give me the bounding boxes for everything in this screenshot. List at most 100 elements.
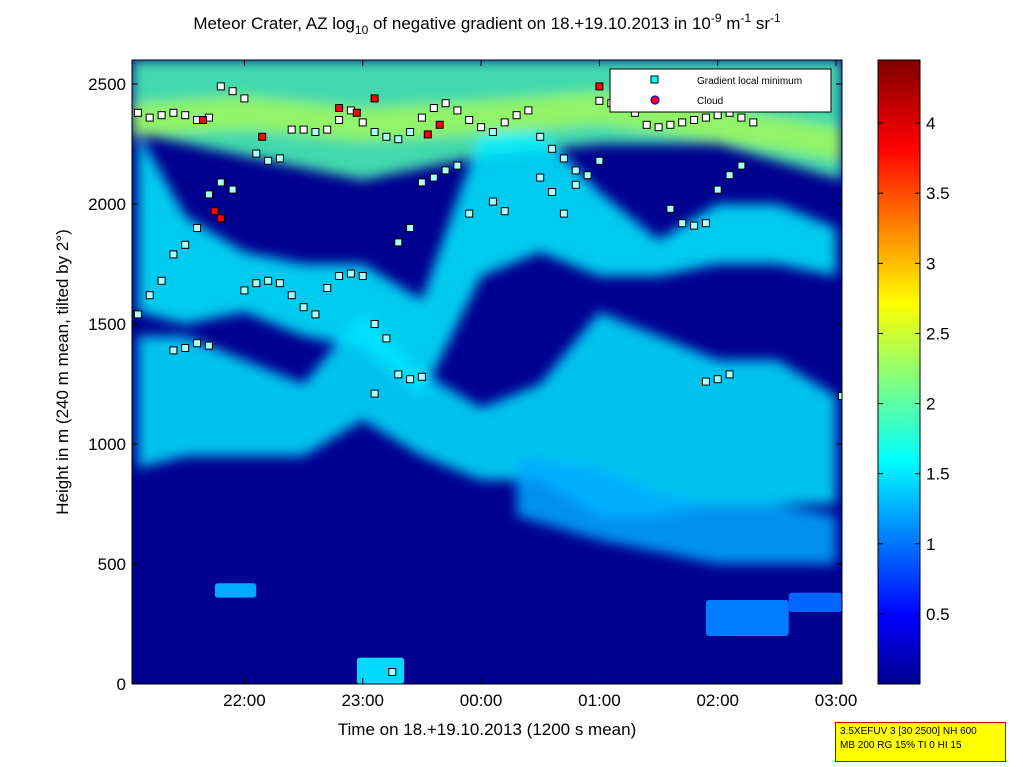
gradient-minimum-marker <box>500 118 509 127</box>
gradient-minimum-marker <box>453 161 462 170</box>
colorbar-tick-label: 0.5 <box>926 605 950 624</box>
gradient-minimum-marker <box>157 276 166 285</box>
gradient-minimum-marker <box>713 375 722 384</box>
gradient-minimum-marker <box>287 291 296 300</box>
chart-title: Meteor Crater, AZ log10 of negative grad… <box>193 11 781 37</box>
info-box: 3.5XEFUV 3 [30 2500] NH 600 MB 200 RG 15… <box>835 722 1006 762</box>
cloud-marker <box>216 214 225 223</box>
heatmap-patch <box>788 592 842 612</box>
gradient-minimum-marker <box>488 128 497 136</box>
gradient-minimum-marker <box>133 108 142 117</box>
heatmap-patch <box>705 600 789 636</box>
gradient-minimum-marker <box>193 339 202 348</box>
gradient-minimum-marker <box>335 272 344 280</box>
gradient-minimum-marker <box>252 149 261 158</box>
colorbar-tick-label: 1.5 <box>926 465 950 484</box>
gradient-minimum-marker <box>701 219 710 228</box>
gradient-minimum-marker <box>323 125 332 134</box>
gradient-minimum-marker <box>299 125 308 134</box>
gradient-minimum-marker <box>548 188 557 196</box>
gradient-minimum-marker <box>701 113 710 122</box>
gradient-minimum-marker <box>488 197 497 206</box>
gradient-minimum-marker <box>370 128 379 136</box>
colorbar-tick-label: 3 <box>926 254 935 273</box>
gradient-minimum-marker <box>429 104 438 112</box>
gradient-minimum-marker <box>465 209 474 218</box>
gradient-minimum-marker <box>299 303 308 312</box>
gradient-minimum-marker <box>240 94 249 103</box>
gradient-minimum-marker <box>311 310 320 319</box>
gradient-minimum-marker <box>169 346 178 355</box>
plot-frame <box>131 59 843 685</box>
legend-marker-gradient <box>650 75 659 84</box>
gradient-minimum-marker <box>524 106 533 115</box>
heatmap-band <box>137 312 837 516</box>
gradient-minimum-marker <box>181 111 190 120</box>
y-axis-label: Height in m (240 m mean, tilted by 2°) <box>53 229 72 515</box>
cloud-marker <box>370 94 379 103</box>
gradient-minimum-marker <box>737 113 746 122</box>
gradient-minimum-marker <box>323 284 332 292</box>
gradient-minimum-marker <box>571 166 580 175</box>
gradient-minimum-marker <box>228 87 237 96</box>
cloud-marker <box>199 116 207 124</box>
y-axis: 0 500 1000 1500 2000 2500 <box>88 75 842 694</box>
colorbar-tick-label: 1 <box>926 535 935 554</box>
y-tick-label: 0 <box>117 675 126 694</box>
gradient-minimum-marker <box>193 224 202 232</box>
gradient-minimum-marker <box>169 108 178 117</box>
heatmap-patch <box>214 583 257 598</box>
x-tick-label: 00:00 <box>460 691 503 710</box>
gradient-minimum-marker <box>370 389 379 398</box>
gradient-minimum-marker <box>406 375 415 384</box>
gradient-minimum-marker <box>666 120 675 129</box>
gradient-minimum-marker <box>453 106 462 115</box>
gradient-minimum-marker <box>536 132 545 141</box>
gradient-minimum-marker <box>477 123 486 132</box>
gradient-minimum-marker <box>429 173 438 182</box>
cloud-marker <box>210 207 219 216</box>
gradient-minimum-marker <box>583 171 592 180</box>
gradient-minimum-marker <box>749 118 758 127</box>
cloud-marker <box>335 104 344 112</box>
x-tick-label: 02:00 <box>696 691 739 710</box>
gradient-minimum-marker <box>370 320 379 328</box>
gradient-minimum-marker <box>394 370 403 379</box>
x-tick-label: 22:00 <box>223 691 266 710</box>
gradient-minimum-marker <box>737 161 746 170</box>
gradient-minimum-marker <box>287 125 296 134</box>
legend-box <box>609 68 832 113</box>
gradient-minimum-marker <box>252 279 261 288</box>
info-line-1: 3.5XEFUV 3 [30 2500] NH 600 <box>840 726 977 737</box>
heatmap-band <box>516 456 837 564</box>
gradient-minimum-marker <box>264 156 273 165</box>
x-tick-label: 03:00 <box>815 691 858 710</box>
colorbar-gradient <box>877 59 921 685</box>
gradient-minimum-marker <box>133 310 142 319</box>
colorbar-ticks: 0.5 1 1.5 2 2.5 3 3.5 4 <box>878 114 950 624</box>
gradient-minimum-marker <box>394 135 403 144</box>
gradient-minimum-marker <box>358 272 367 280</box>
gradient-minimum-marker <box>145 113 154 122</box>
y-tick-label: 1500 <box>88 315 126 334</box>
cloud-marker <box>435 120 444 129</box>
gradient-minimum-marker <box>417 372 426 381</box>
gradient-minimum-marker <box>335 116 344 124</box>
gradient-minimum-marker <box>228 185 237 194</box>
y-tick-label: 2000 <box>88 195 126 214</box>
x-tick-label: 23:00 <box>341 691 384 710</box>
gradient-minimum-marker <box>642 120 651 129</box>
gradient-minimum-marker <box>417 178 426 187</box>
colorbar-tick-label: 4 <box>926 114 935 133</box>
gradient-minimum-marker <box>838 392 842 400</box>
gradient-minimum-marker <box>311 128 320 136</box>
gradient-minimum-marker <box>678 118 687 127</box>
x-tick-label: 01:00 <box>578 691 621 710</box>
legend-label-cloud: Cloud <box>697 96 723 107</box>
colorbar-tick-label: 3.5 <box>926 184 950 203</box>
gradient-minimum-marker <box>145 291 154 300</box>
gradient-minimum-marker <box>512 111 521 120</box>
legend-label-gradient: Gradient local minimum <box>697 76 802 87</box>
gradient-minimum-marker <box>169 250 178 259</box>
